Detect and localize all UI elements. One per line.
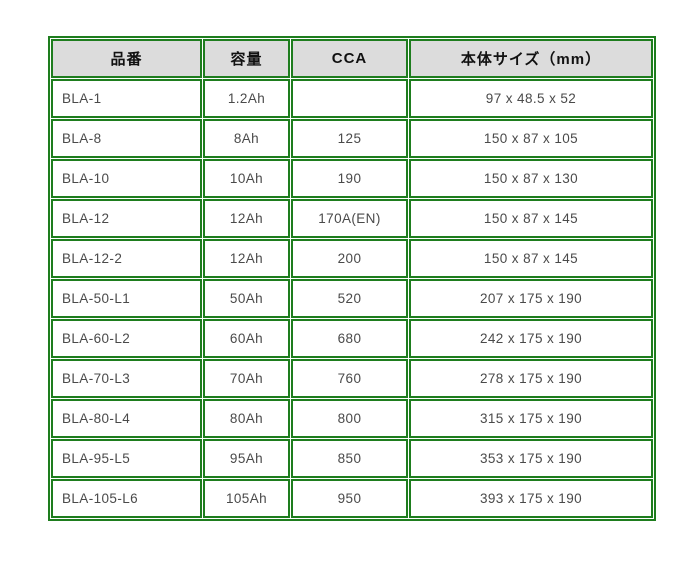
cell-part-number: BLA-50-L1 (51, 279, 202, 318)
cell-body-size: 150 x 87 x 130 (409, 159, 653, 198)
table-body: BLA-1 1.2Ah 97 x 48.5 x 52 BLA-8 8Ah 125 150 x… (51, 79, 653, 518)
table-row: BLA-105-L6 105Ah 950 393 x 175 x 190 (51, 479, 653, 518)
cell-cca: 190 (291, 159, 408, 198)
column-header-capacity: 容量 (203, 39, 290, 78)
table-row: BLA-95-L5 95Ah 850 353 x 175 x 190 (51, 439, 653, 478)
table-row: BLA-1 1.2Ah 97 x 48.5 x 52 (51, 79, 653, 118)
cell-part-number: BLA-80-L4 (51, 399, 202, 438)
cell-part-number: BLA-12 (51, 199, 202, 238)
table-row: BLA-70-L3 70Ah 760 278 x 175 x 190 (51, 359, 653, 398)
cell-cca: 200 (291, 239, 408, 278)
table-row: BLA-12-2 12Ah 200 150 x 87 x 145 (51, 239, 653, 278)
cell-capacity: 12Ah (203, 239, 290, 278)
table-row: BLA-12 12Ah 170A(EN) 150 x 87 x 145 (51, 199, 653, 238)
cell-part-number: BLA-1 (51, 79, 202, 118)
cell-body-size: 207 x 175 x 190 (409, 279, 653, 318)
cell-capacity: 10Ah (203, 159, 290, 198)
cell-part-number: BLA-10 (51, 159, 202, 198)
cell-capacity: 60Ah (203, 319, 290, 358)
column-header-part-number: 品番 (51, 39, 202, 78)
cell-part-number: BLA-95-L5 (51, 439, 202, 478)
table-row: BLA-8 8Ah 125 150 x 87 x 105 (51, 119, 653, 158)
cell-body-size: 97 x 48.5 x 52 (409, 79, 653, 118)
cell-part-number: BLA-70-L3 (51, 359, 202, 398)
table-row: BLA-60-L2 60Ah 680 242 x 175 x 190 (51, 319, 653, 358)
cell-body-size: 353 x 175 x 190 (409, 439, 653, 478)
cell-capacity: 50Ah (203, 279, 290, 318)
cell-capacity: 105Ah (203, 479, 290, 518)
cell-body-size: 150 x 87 x 105 (409, 119, 653, 158)
cell-cca: 850 (291, 439, 408, 478)
cell-part-number: BLA-12-2 (51, 239, 202, 278)
column-header-cca: CCA (291, 39, 408, 78)
cell-body-size: 278 x 175 x 190 (409, 359, 653, 398)
cell-cca: 520 (291, 279, 408, 318)
cell-body-size: 393 x 175 x 190 (409, 479, 653, 518)
cell-cca: 800 (291, 399, 408, 438)
header-row: 品番 容量 CCA 本体サイズ（mm） (51, 39, 653, 78)
cell-capacity: 1.2Ah (203, 79, 290, 118)
cell-part-number: BLA-105-L6 (51, 479, 202, 518)
table-row: BLA-10 10Ah 190 150 x 87 x 130 (51, 159, 653, 198)
cell-cca: 125 (291, 119, 408, 158)
battery-spec-table: 品番 容量 CCA 本体サイズ（mm） BLA-1 1.2Ah 97 x 48.5 … (48, 36, 656, 521)
cell-cca: 170A(EN) (291, 199, 408, 238)
cell-body-size: 150 x 87 x 145 (409, 239, 653, 278)
cell-capacity: 80Ah (203, 399, 290, 438)
cell-capacity: 8Ah (203, 119, 290, 158)
spec-table-container: 品番 容量 CCA 本体サイズ（mm） BLA-1 1.2Ah 97 x 48.5 … (48, 36, 656, 521)
table-header: 品番 容量 CCA 本体サイズ（mm） (51, 39, 653, 78)
cell-body-size: 315 x 175 x 190 (409, 399, 653, 438)
cell-cca (291, 79, 408, 118)
cell-capacity: 70Ah (203, 359, 290, 398)
cell-cca: 760 (291, 359, 408, 398)
cell-capacity: 12Ah (203, 199, 290, 238)
cell-part-number: BLA-8 (51, 119, 202, 158)
cell-cca: 950 (291, 479, 408, 518)
cell-body-size: 150 x 87 x 145 (409, 199, 653, 238)
cell-body-size: 242 x 175 x 190 (409, 319, 653, 358)
cell-capacity: 95Ah (203, 439, 290, 478)
table-row: BLA-80-L4 80Ah 800 315 x 175 x 190 (51, 399, 653, 438)
cell-part-number: BLA-60-L2 (51, 319, 202, 358)
table-row: BLA-50-L1 50Ah 520 207 x 175 x 190 (51, 279, 653, 318)
cell-cca: 680 (291, 319, 408, 358)
column-header-body-size: 本体サイズ（mm） (409, 39, 653, 78)
